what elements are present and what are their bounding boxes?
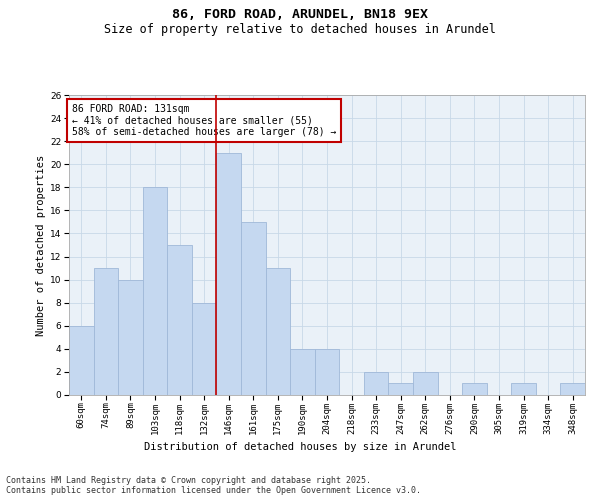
Text: Distribution of detached houses by size in Arundel: Distribution of detached houses by size …: [144, 442, 456, 452]
Text: Size of property relative to detached houses in Arundel: Size of property relative to detached ho…: [104, 22, 496, 36]
Bar: [462, 384, 487, 395]
Bar: [388, 384, 413, 395]
Text: 86 FORD ROAD: 131sqm
← 41% of detached houses are smaller (55)
58% of semi-detac: 86 FORD ROAD: 131sqm ← 41% of detached h…: [71, 104, 336, 137]
Bar: [511, 384, 536, 395]
Bar: [94, 268, 118, 395]
Bar: [167, 245, 192, 395]
Text: 86, FORD ROAD, ARUNDEL, BN18 9EX: 86, FORD ROAD, ARUNDEL, BN18 9EX: [172, 8, 428, 20]
Bar: [413, 372, 437, 395]
Bar: [290, 349, 315, 395]
Bar: [560, 384, 585, 395]
Bar: [364, 372, 388, 395]
Bar: [118, 280, 143, 395]
Bar: [69, 326, 94, 395]
Y-axis label: Number of detached properties: Number of detached properties: [35, 154, 46, 336]
Bar: [241, 222, 266, 395]
Bar: [192, 302, 217, 395]
Bar: [266, 268, 290, 395]
Text: Contains HM Land Registry data © Crown copyright and database right 2025.
Contai: Contains HM Land Registry data © Crown c…: [6, 476, 421, 495]
Bar: [217, 152, 241, 395]
Bar: [315, 349, 339, 395]
Bar: [143, 188, 167, 395]
